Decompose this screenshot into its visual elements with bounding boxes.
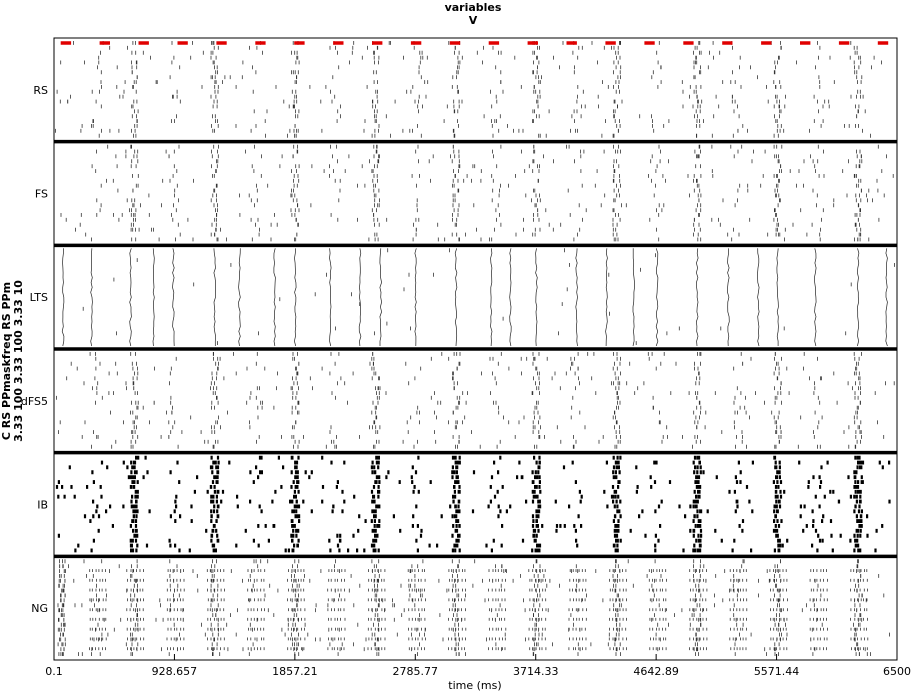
panel-labels: RS FS LTS dFS5 IB NG: [21, 84, 48, 615]
panel-label-dFS5: dFS5: [21, 395, 48, 408]
x-tick-label: 5571.44: [754, 665, 800, 678]
chart-title-line2: V: [469, 14, 478, 27]
lts-wave-line: [696, 248, 699, 347]
panel-label-LTS: LTS: [30, 291, 48, 304]
y-axis-label-line1: C RS PPmaskfreq RS PPm: [0, 282, 13, 440]
lts-wave-line: [814, 248, 817, 347]
lts-wave-line: [727, 248, 730, 347]
panel-LTS-spike-ticks: [82, 248, 895, 345]
lts-wave-line: [856, 248, 860, 347]
x-axis-label: time (ms): [448, 679, 501, 691]
lts-wave-line: [273, 248, 276, 347]
panel-RS-spike-ticks: [55, 41, 882, 138]
lts-wave-line: [632, 248, 635, 347]
lts-wave-line: [238, 248, 241, 347]
lts-wave-line: [605, 248, 608, 347]
lts-wave-line: [454, 248, 458, 347]
lts-wave-line: [294, 248, 297, 347]
x-tick-label: 4642.89: [633, 665, 679, 678]
panel-NG-spikes: [57, 559, 898, 656]
x-tick-label: 3714.33: [513, 665, 559, 678]
panel-label-IB: IB: [37, 499, 48, 512]
lts-wave-line: [776, 248, 779, 346]
lts-wave-line: [509, 248, 512, 347]
x-tick-label: 0.1: [45, 665, 63, 678]
panel-LTS-spikes: [61, 248, 895, 347]
lts-wave-line: [379, 248, 382, 346]
lts-wave-line: [490, 248, 493, 347]
chart-title-line1: variables: [445, 1, 502, 14]
lts-wave-line: [575, 248, 578, 347]
panel-RS-spikes: [55, 41, 882, 138]
lts-wave-line: [61, 248, 65, 347]
panel-dFS5-spikes: [56, 352, 895, 449]
lts-wave-line: [152, 248, 155, 347]
panel-NG-spike-ticks: [57, 559, 898, 656]
spike-raster: [55, 41, 898, 656]
lts-wave-line: [172, 248, 175, 347]
lts-wave-line: [213, 248, 216, 346]
x-tick-label: 2785.77: [393, 665, 439, 678]
panel-IB-spikes: [55, 455, 891, 553]
lts-wave-line: [885, 248, 888, 347]
panel-FS-spike-ticks: [60, 144, 894, 242]
panel-label-RS: RS: [33, 84, 48, 97]
lts-wave-line: [129, 248, 132, 347]
lts-wave-line: [90, 248, 93, 347]
lts-wave-line: [329, 248, 332, 347]
panel-FS-spikes: [60, 144, 894, 242]
panel-frames: [53, 37, 898, 661]
x-ticks: 0.1 928.657 1857.21 2785.77 3714.33 4642.89 55…: [45, 654, 911, 678]
panel-label-FS: FS: [35, 188, 48, 201]
lts-wave-line: [535, 248, 538, 347]
lts-wave-line: [414, 248, 417, 347]
x-tick-label: 928.657: [152, 665, 198, 678]
y-axis-label: C RS PPmaskfreq RS PPm 3.33 100 3.33 100…: [0, 280, 25, 442]
x-tick-label: 1857.21: [272, 665, 318, 678]
y-axis-label-line2: 3.33 100 3.33 100 3.33 10: [12, 280, 25, 442]
panel-IB-spike-ticks: [55, 455, 891, 553]
lts-wave-line: [358, 248, 362, 347]
panel-label-NG: NG: [31, 602, 48, 615]
panel-dFS5-spike-ticks: [56, 352, 895, 449]
x-tick-label: 6500: [883, 665, 911, 678]
lts-wave-line: [655, 248, 659, 347]
lts-wave-line: [757, 248, 760, 347]
